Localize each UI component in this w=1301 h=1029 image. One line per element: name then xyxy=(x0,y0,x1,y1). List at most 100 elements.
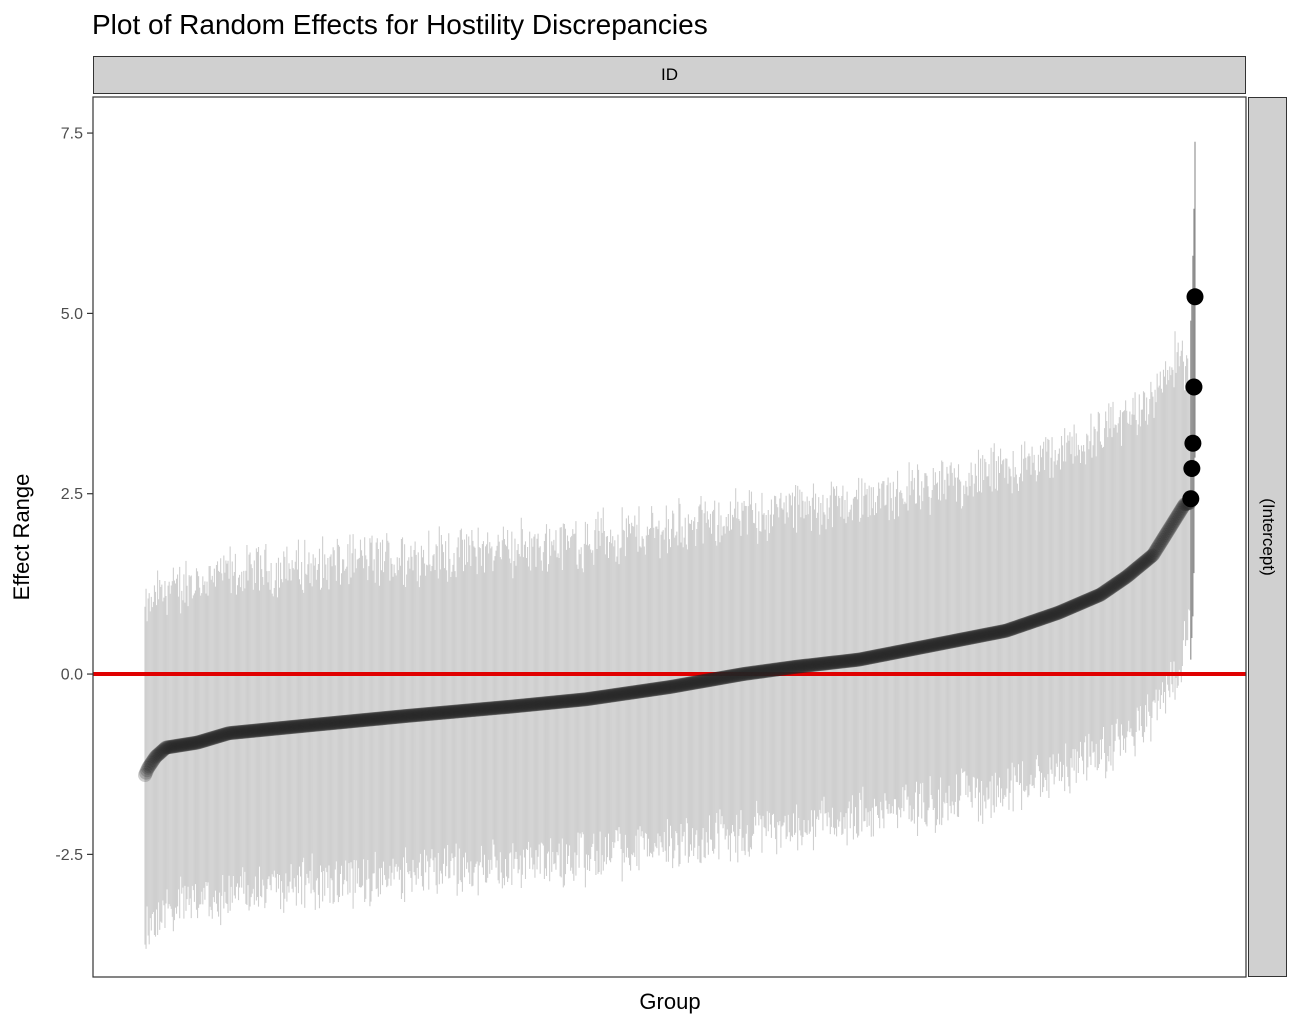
effect-point xyxy=(1102,581,1117,596)
effect-point xyxy=(538,696,553,711)
effect-point xyxy=(597,689,612,704)
effect-point xyxy=(490,700,505,715)
effect-point xyxy=(444,704,459,719)
effect-point xyxy=(859,651,874,666)
effect-point xyxy=(504,699,519,714)
effect-point xyxy=(250,723,265,738)
effect-point xyxy=(709,671,724,686)
effect-point xyxy=(813,656,828,671)
effect-point xyxy=(1051,605,1066,620)
effect-point xyxy=(634,684,649,699)
effect-point xyxy=(532,696,547,711)
effect-point xyxy=(352,713,367,728)
effect-point xyxy=(390,709,405,724)
effect-point xyxy=(1068,598,1083,613)
effect-point xyxy=(1059,602,1074,617)
effect-point xyxy=(539,696,554,711)
effect-point xyxy=(535,696,550,711)
effect-point xyxy=(484,701,499,716)
effect-point xyxy=(1117,571,1132,586)
effect-point xyxy=(626,685,641,700)
effect-point xyxy=(382,710,397,725)
effect-point xyxy=(924,638,939,653)
effect-point xyxy=(759,663,774,678)
effect-point xyxy=(1172,505,1187,520)
effect-point xyxy=(1128,562,1143,577)
effect-point xyxy=(265,721,280,736)
effect-point xyxy=(1086,590,1101,605)
effect-point xyxy=(1162,521,1177,536)
effect-point xyxy=(769,662,784,677)
effect-point xyxy=(703,672,718,687)
effect-point xyxy=(971,629,986,644)
effect-point xyxy=(655,681,670,696)
effect-point xyxy=(645,682,660,697)
effect-point xyxy=(320,716,335,731)
effect-point xyxy=(1116,571,1131,586)
effect-point xyxy=(198,733,213,748)
effect-point xyxy=(1028,613,1043,628)
effect-point xyxy=(1050,606,1065,621)
effect-point xyxy=(807,657,822,672)
effect-point xyxy=(428,706,443,721)
effect-point xyxy=(955,632,970,647)
effect-point xyxy=(985,626,1000,641)
effect-point xyxy=(773,661,788,676)
effect-point xyxy=(1060,601,1075,616)
effect-point xyxy=(836,654,851,669)
effect-point xyxy=(550,695,565,710)
effect-point xyxy=(686,675,701,690)
effect-point xyxy=(933,636,948,651)
effect-point xyxy=(272,721,287,736)
effect-point xyxy=(577,692,592,707)
effect-point xyxy=(805,657,820,672)
effect-point xyxy=(469,702,484,717)
effect-point xyxy=(750,665,765,680)
effect-point xyxy=(983,626,998,641)
effect-point xyxy=(141,760,156,775)
effect-point xyxy=(777,661,792,676)
effect-point xyxy=(853,652,868,667)
effect-point xyxy=(806,657,821,672)
significant-effect-point xyxy=(1186,288,1204,306)
effect-point xyxy=(219,726,234,741)
effect-point xyxy=(497,700,512,715)
effect-point xyxy=(410,708,425,723)
effect-point xyxy=(222,726,237,741)
effect-point xyxy=(791,659,806,674)
effect-point xyxy=(495,700,510,715)
effect-point xyxy=(595,689,610,704)
effect-point xyxy=(783,660,798,675)
effect-point xyxy=(524,697,539,712)
effect-point xyxy=(1153,536,1168,551)
effect-point xyxy=(243,724,258,739)
effect-point xyxy=(422,706,437,721)
effect-point xyxy=(810,657,825,672)
effect-point xyxy=(753,664,768,679)
effect-point xyxy=(551,695,566,710)
effect-point xyxy=(285,720,300,734)
effect-point xyxy=(898,643,913,658)
effect-point xyxy=(183,736,198,751)
effect-point xyxy=(1111,575,1126,590)
effect-point xyxy=(479,701,494,716)
effect-point xyxy=(657,680,672,695)
effect-point xyxy=(895,644,910,659)
effect-point xyxy=(415,707,430,722)
effect-point xyxy=(558,694,573,709)
effect-point xyxy=(656,681,671,696)
effect-point xyxy=(671,678,686,693)
effect-point xyxy=(402,708,417,723)
effect-point xyxy=(685,676,700,691)
effect-point xyxy=(900,643,915,658)
effect-point xyxy=(1129,561,1144,576)
effect-point xyxy=(576,692,591,707)
effect-point xyxy=(476,702,491,717)
effect-point xyxy=(579,692,594,707)
effect-point xyxy=(459,703,474,718)
effect-point xyxy=(259,722,274,737)
effect-point xyxy=(1159,526,1174,541)
effect-point xyxy=(354,713,369,728)
effect-point xyxy=(814,656,829,671)
effect-point xyxy=(554,694,569,709)
